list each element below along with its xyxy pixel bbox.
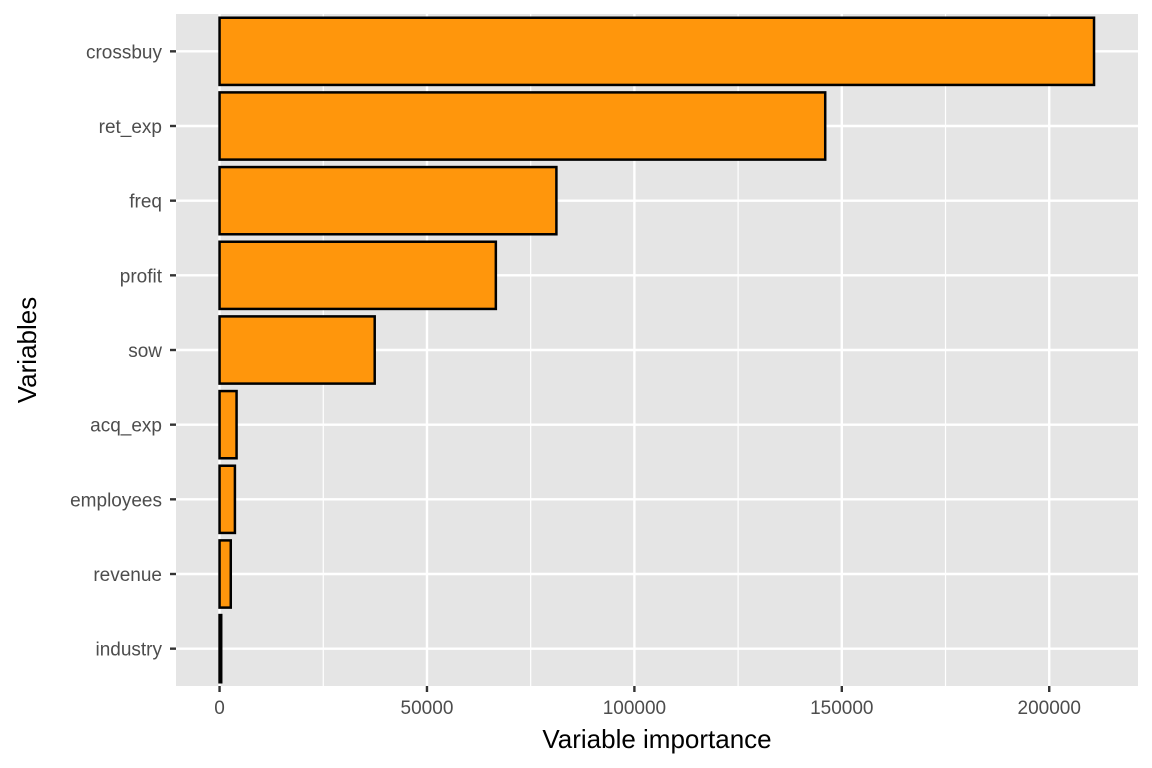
- bar-revenue: [218, 539, 233, 609]
- bar-acq_exp: [218, 389, 238, 460]
- bars: [218, 16, 1096, 684]
- y-tick-label: profit: [120, 266, 163, 287]
- x-tick-label: 200000: [1018, 698, 1081, 719]
- x-axis: 0 50000 100000 150000 200000: [214, 686, 1081, 719]
- bar-freq: [218, 165, 558, 236]
- x-tick-label: 0: [214, 698, 225, 719]
- y-axis-title: Variables: [12, 297, 42, 403]
- y-tick-label: revenue: [93, 565, 162, 586]
- y-tick-label: industry: [95, 640, 162, 661]
- bar-ret_exp: [218, 91, 827, 161]
- y-tick-label: employees: [70, 490, 162, 511]
- x-tick-label: 100000: [603, 698, 666, 719]
- y-tick-label: crossbuy: [86, 42, 163, 63]
- y-tick-label: freq: [129, 192, 162, 213]
- bar-crossbuy: [218, 16, 1096, 87]
- bar-profit: [218, 240, 498, 311]
- x-tick-label: 50000: [401, 698, 454, 719]
- y-tick-label: acq_exp: [90, 416, 162, 437]
- y-tick-label: ret_exp: [99, 117, 162, 138]
- bar-industry: [218, 613, 223, 684]
- y-tick-label: sow: [128, 341, 162, 362]
- x-tick-label: 150000: [810, 698, 873, 719]
- bar-employees: [218, 464, 237, 535]
- x-axis-title: Variable importance: [542, 724, 771, 754]
- bar-sow: [218, 315, 376, 385]
